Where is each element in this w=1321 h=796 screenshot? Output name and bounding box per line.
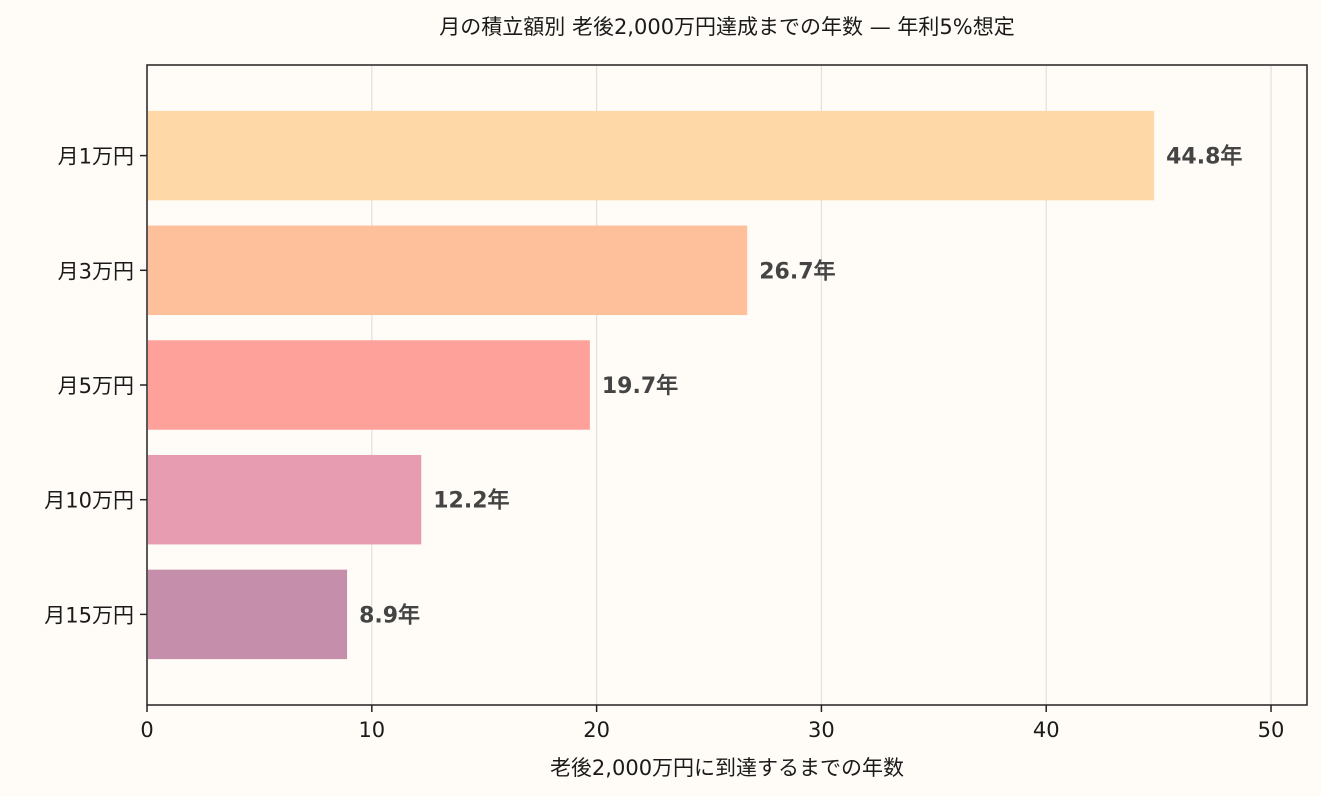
x-tick-label: 50 xyxy=(1258,718,1285,742)
x-tick-label: 40 xyxy=(1033,718,1060,742)
bar-data-label: 44.8年 xyxy=(1166,144,1242,170)
y-category-label: 月10万円 xyxy=(44,489,134,513)
x-tick-label: 10 xyxy=(358,718,385,742)
bar-data-label: 8.9年 xyxy=(359,602,420,628)
x-axis-label: 老後2,000万円に到達するまでの年数 xyxy=(550,756,904,780)
x-tick-label: 20 xyxy=(583,718,610,742)
y-category-label: 月3万円 xyxy=(58,259,134,283)
y-category-label: 月15万円 xyxy=(44,603,134,627)
bar xyxy=(148,454,422,545)
bar xyxy=(148,569,348,660)
chart-title: 月の積立額別 老後2,000万円達成までの年数 — 年利5%想定 xyxy=(439,15,1014,39)
x-axis-ticks: 0 10 20 30 40 50 xyxy=(140,705,1284,742)
bar xyxy=(148,340,590,430)
bar-data-label: 26.7年 xyxy=(759,258,835,284)
bar xyxy=(148,225,748,316)
bar-data-label: 19.7年 xyxy=(602,373,678,399)
y-category-label: 月1万円 xyxy=(58,145,134,169)
x-tick-label: 30 xyxy=(808,718,835,742)
bar-data-label: 12.2年 xyxy=(433,488,509,514)
y-category-label: 月5万円 xyxy=(58,374,134,398)
bar xyxy=(148,110,1155,201)
bars: 44.8年 26.7年 19.7年 12.2年 8.9年 xyxy=(148,110,1242,660)
x-tick-label: 0 xyxy=(140,718,153,742)
